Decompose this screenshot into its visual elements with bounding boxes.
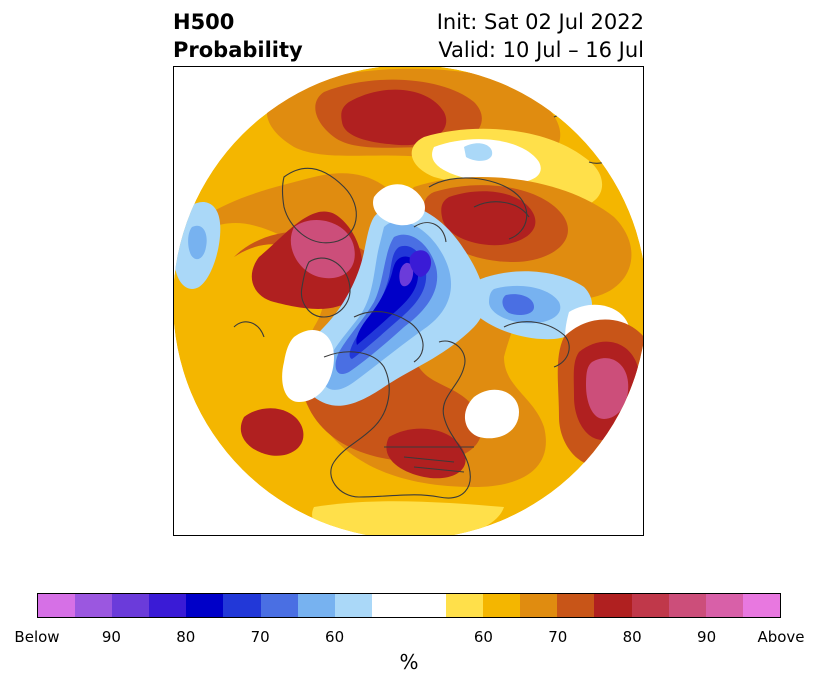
chart-title-right: Init: Sat 02 Jul 2022 Valid: 10 Jul – 16… — [437, 8, 644, 64]
colorbar-tick-label: 90 — [101, 628, 121, 646]
colorbar-segment — [668, 594, 706, 617]
colorbar-segment — [705, 594, 743, 617]
colorbar-segment — [446, 594, 484, 617]
colorbar-tick-label: 60 — [325, 628, 345, 646]
colorbar-tick-label: 70 — [548, 628, 568, 646]
neutral-southwest — [282, 329, 334, 402]
anomaly-blue-east — [502, 294, 534, 315]
colorbar-segment — [334, 594, 372, 617]
colorbar-segment — [112, 594, 150, 617]
anomaly-pink-west — [290, 219, 355, 279]
colorbar-tick-label: Above — [757, 628, 805, 646]
colorbar-segment — [186, 594, 224, 617]
colorbar-tick-label: 90 — [697, 628, 717, 646]
title-type: Probability — [173, 38, 303, 62]
colorbar-segment — [297, 594, 335, 617]
map-disk — [174, 67, 643, 535]
anomaly-red-us — [386, 428, 466, 479]
colorbar — [37, 593, 781, 618]
colorbar-tick-label: 80 — [622, 628, 642, 646]
anomaly-yellow-south — [312, 501, 504, 535]
init-date: Init: Sat 02 Jul 2022 — [436, 10, 644, 34]
colorbar-segment — [260, 594, 298, 617]
polar-map — [173, 66, 644, 536]
neutral-southeast — [464, 389, 519, 439]
colorbar-tick-label: 80 — [176, 628, 196, 646]
title-variable: H500 — [173, 10, 235, 34]
colorbar-tick-label: 70 — [250, 628, 270, 646]
chart-title-left: H500 Probability — [173, 8, 303, 64]
anomaly-skyblue-west — [188, 225, 207, 260]
colorbar-segment — [483, 594, 521, 617]
anomaly-violet-center — [399, 262, 414, 287]
anomaly-red-north — [341, 89, 447, 146]
valid-range: Valid: 10 Jul – 16 Jul — [438, 38, 644, 62]
colorbar-segment — [631, 594, 669, 617]
colorbar-segment — [38, 594, 76, 617]
probability-map-svg — [174, 67, 643, 535]
colorbar-segment — [223, 594, 261, 617]
colorbar-segment — [520, 594, 558, 617]
colorbar-segment — [149, 594, 187, 617]
anomaly-lightblue-ne — [464, 143, 493, 161]
colorbar-tick-label: Below — [14, 628, 60, 646]
colorbar-segment — [371, 594, 409, 617]
anomaly-indigo-center — [409, 250, 432, 277]
colorbar-segment — [742, 594, 780, 617]
neutral-central — [373, 184, 425, 226]
anomaly-pink-se — [586, 358, 629, 419]
anomaly-red-southwest — [240, 408, 304, 456]
colorbar-tick-label: 60 — [473, 628, 493, 646]
colorbar-segment — [594, 594, 632, 617]
colorbar-segment — [75, 594, 113, 617]
unit-label: % — [399, 650, 419, 674]
neutral-ne — [432, 139, 541, 184]
colorbar-segment — [557, 594, 595, 617]
colorbar-segment — [408, 594, 447, 617]
